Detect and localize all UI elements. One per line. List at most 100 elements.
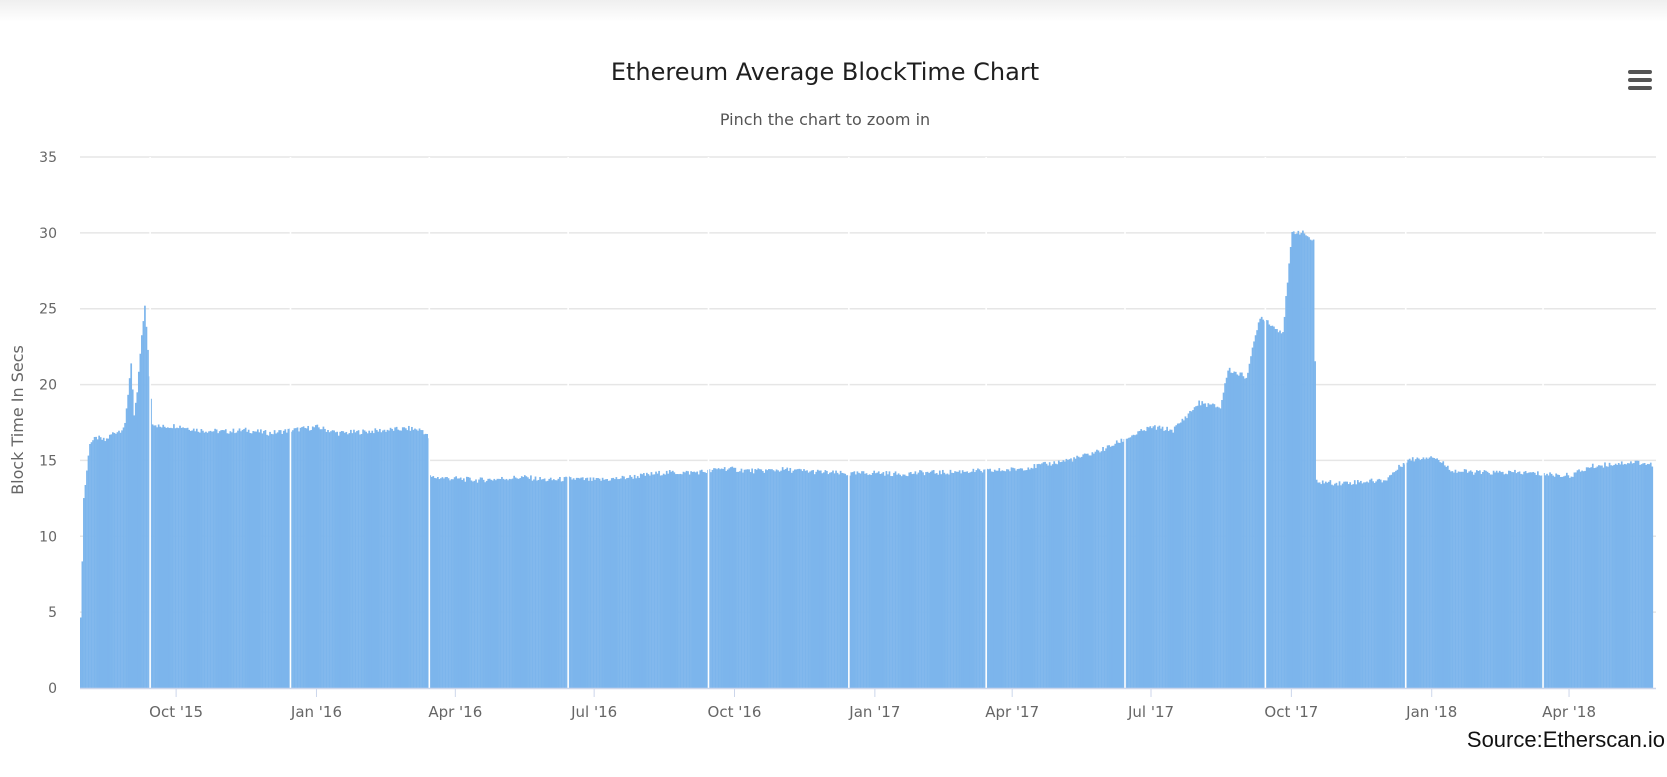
bar[interactable] bbox=[273, 430, 276, 688]
bar[interactable] bbox=[440, 478, 442, 688]
bar[interactable] bbox=[882, 472, 885, 688]
bar[interactable] bbox=[377, 431, 380, 688]
bar[interactable] bbox=[1556, 474, 1559, 688]
bar[interactable] bbox=[771, 469, 773, 688]
bar[interactable] bbox=[1212, 403, 1214, 688]
bar[interactable] bbox=[304, 427, 306, 688]
bar[interactable] bbox=[748, 469, 750, 688]
bar[interactable] bbox=[1323, 483, 1326, 688]
bar[interactable] bbox=[1332, 485, 1335, 688]
bar[interactable] bbox=[1115, 440, 1118, 688]
bar[interactable] bbox=[711, 469, 714, 688]
bar[interactable] bbox=[420, 430, 422, 688]
bar[interactable] bbox=[1120, 438, 1123, 688]
bar[interactable] bbox=[192, 428, 195, 688]
bar[interactable] bbox=[769, 469, 772, 688]
bar[interactable] bbox=[1352, 484, 1355, 688]
bar[interactable] bbox=[1353, 480, 1356, 688]
bar[interactable] bbox=[1483, 470, 1486, 688]
bar[interactable] bbox=[1341, 483, 1344, 688]
bar[interactable] bbox=[1244, 378, 1246, 688]
bar[interactable] bbox=[639, 473, 642, 688]
bar[interactable] bbox=[1103, 450, 1106, 688]
bar[interactable] bbox=[1414, 459, 1417, 688]
bar[interactable] bbox=[1237, 375, 1240, 688]
bar[interactable] bbox=[1475, 470, 1478, 688]
bar[interactable] bbox=[1503, 474, 1506, 688]
bar[interactable] bbox=[1134, 435, 1136, 688]
bar[interactable] bbox=[1594, 467, 1597, 688]
bar[interactable] bbox=[1428, 457, 1431, 688]
bar[interactable] bbox=[919, 470, 921, 688]
bar[interactable] bbox=[911, 474, 914, 688]
bar[interactable] bbox=[296, 427, 299, 688]
bar[interactable] bbox=[418, 428, 421, 688]
bar[interactable] bbox=[1530, 472, 1533, 688]
bar[interactable] bbox=[859, 473, 862, 688]
bar[interactable] bbox=[488, 478, 491, 688]
bar[interactable] bbox=[659, 475, 662, 688]
bar[interactable] bbox=[867, 475, 869, 688]
bar[interactable] bbox=[476, 482, 479, 688]
bar[interactable] bbox=[1526, 473, 1529, 688]
bar[interactable] bbox=[1303, 233, 1306, 688]
bar[interactable] bbox=[1498, 470, 1501, 688]
bar[interactable] bbox=[612, 477, 615, 688]
bar[interactable] bbox=[1141, 430, 1144, 688]
bar[interactable] bbox=[572, 478, 575, 688]
bar[interactable] bbox=[671, 470, 674, 688]
bar[interactable] bbox=[1312, 239, 1315, 688]
bar[interactable] bbox=[1082, 454, 1085, 688]
bar[interactable] bbox=[1225, 377, 1228, 688]
bar[interactable] bbox=[1564, 475, 1567, 688]
bar[interactable] bbox=[1195, 406, 1197, 688]
bar[interactable] bbox=[1492, 470, 1495, 688]
bar[interactable] bbox=[142, 321, 145, 688]
bar[interactable] bbox=[1514, 469, 1516, 688]
bar[interactable] bbox=[893, 472, 895, 688]
bar[interactable] bbox=[366, 433, 369, 688]
bar[interactable] bbox=[1378, 478, 1381, 688]
bar[interactable] bbox=[1273, 326, 1275, 688]
bar[interactable] bbox=[156, 427, 158, 688]
bar[interactable] bbox=[447, 478, 450, 688]
bar[interactable] bbox=[554, 480, 557, 688]
bar[interactable] bbox=[237, 430, 239, 688]
bar[interactable] bbox=[1033, 464, 1036, 688]
bar[interactable] bbox=[330, 431, 332, 688]
bar[interactable] bbox=[1410, 460, 1413, 688]
bar[interactable] bbox=[1622, 464, 1625, 688]
bar[interactable] bbox=[530, 475, 532, 688]
bar[interactable] bbox=[1602, 467, 1605, 688]
bar[interactable] bbox=[130, 363, 133, 688]
bar[interactable] bbox=[1306, 236, 1309, 689]
bar[interactable] bbox=[1028, 469, 1031, 688]
bar[interactable] bbox=[86, 470, 88, 688]
bar[interactable] bbox=[1022, 470, 1025, 688]
bar[interactable] bbox=[938, 470, 941, 688]
bar[interactable] bbox=[627, 477, 630, 688]
bar[interactable] bbox=[191, 430, 194, 688]
bar[interactable] bbox=[464, 481, 467, 688]
bar[interactable] bbox=[656, 473, 659, 688]
bar[interactable] bbox=[1161, 426, 1164, 688]
bar[interactable] bbox=[90, 442, 93, 688]
bar[interactable] bbox=[1419, 459, 1422, 688]
bar[interactable] bbox=[600, 480, 602, 688]
bar[interactable] bbox=[833, 473, 836, 688]
bar[interactable] bbox=[1343, 481, 1345, 688]
bar[interactable] bbox=[1488, 473, 1490, 688]
bar[interactable] bbox=[1074, 458, 1077, 688]
bar[interactable] bbox=[1181, 418, 1184, 688]
bar[interactable] bbox=[89, 443, 91, 688]
bar[interactable] bbox=[238, 428, 241, 688]
bar[interactable] bbox=[157, 424, 160, 688]
bar[interactable] bbox=[903, 474, 906, 688]
bar[interactable] bbox=[459, 477, 462, 688]
bar[interactable] bbox=[302, 426, 305, 688]
bar[interactable] bbox=[1178, 423, 1181, 688]
bar[interactable] bbox=[963, 471, 966, 688]
bar[interactable] bbox=[855, 474, 857, 688]
bar[interactable] bbox=[171, 428, 174, 688]
bar[interactable] bbox=[1437, 460, 1440, 688]
